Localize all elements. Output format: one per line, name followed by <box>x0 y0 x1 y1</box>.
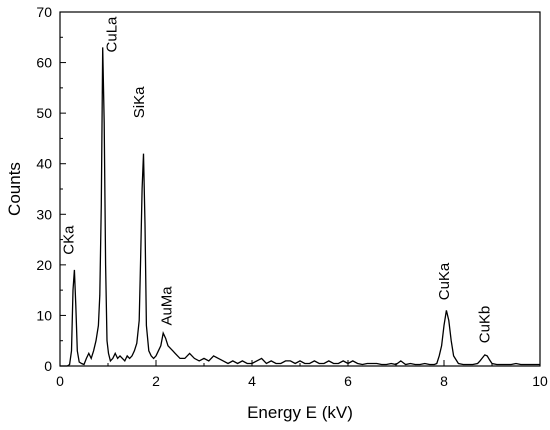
peak-label: AuMa <box>158 286 175 326</box>
y-tick-label: 10 <box>36 307 52 323</box>
y-tick-label: 20 <box>36 257 52 273</box>
x-tick-label: 4 <box>248 373 256 389</box>
x-tick-label: 10 <box>532 373 548 389</box>
x-tick-label: 6 <box>344 373 352 389</box>
y-axis-label: Counts <box>5 162 24 216</box>
y-tick-label: 0 <box>44 358 52 374</box>
x-tick-label: 8 <box>440 373 448 389</box>
x-axis: 0 2 4 6 8 10 <box>56 360 548 389</box>
plot-frame <box>59 11 541 367</box>
peak-label: CuKb <box>477 306 494 344</box>
y-axis: 0 10 20 30 40 50 60 70 <box>36 4 66 374</box>
y-tick-label: 40 <box>36 156 52 172</box>
y-tick-label: 50 <box>36 105 52 121</box>
x-tick-label: 2 <box>152 373 160 389</box>
peak-label: CKa <box>60 225 77 255</box>
y-tick-label: 60 <box>36 55 52 71</box>
peak-label: SiKa <box>131 86 148 118</box>
peak-annotations: CKa CuLa SiKa AuMa CuKa CuKb <box>60 16 493 343</box>
y-tick-label: 70 <box>36 4 52 20</box>
peak-label: CuLa <box>104 16 121 53</box>
x-axis-label: Energy E (kV) <box>247 403 353 422</box>
peak-label: CuKa <box>436 262 453 300</box>
spectrum-line <box>60 47 540 367</box>
x-tick-label: 0 <box>56 373 64 389</box>
y-tick-label: 30 <box>36 206 52 222</box>
